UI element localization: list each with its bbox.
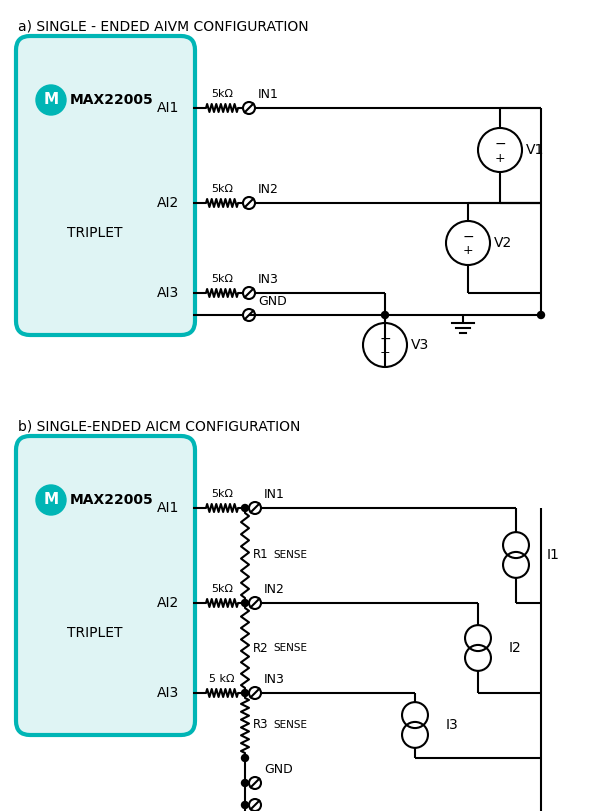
Text: V3: V3 bbox=[411, 338, 429, 352]
Circle shape bbox=[36, 485, 66, 515]
Circle shape bbox=[241, 754, 248, 762]
Text: IN1: IN1 bbox=[258, 88, 279, 101]
Circle shape bbox=[241, 779, 248, 787]
Text: GND: GND bbox=[258, 295, 287, 308]
Text: SENSE: SENSE bbox=[273, 720, 307, 730]
Circle shape bbox=[241, 599, 248, 607]
Text: R2: R2 bbox=[253, 642, 269, 654]
Text: IN3: IN3 bbox=[264, 673, 285, 686]
Text: a) SINGLE - ENDED AIVM CONFIGURATION: a) SINGLE - ENDED AIVM CONFIGURATION bbox=[18, 20, 308, 34]
Text: IN3: IN3 bbox=[258, 273, 279, 286]
Text: 5kΩ: 5kΩ bbox=[211, 274, 233, 284]
Text: TRIPLET: TRIPLET bbox=[67, 626, 123, 640]
FancyBboxPatch shape bbox=[16, 436, 195, 735]
Circle shape bbox=[382, 311, 389, 319]
Text: IN2: IN2 bbox=[264, 583, 285, 596]
Text: MAX22005: MAX22005 bbox=[70, 493, 154, 507]
Text: TRIPLET: TRIPLET bbox=[67, 226, 123, 240]
Text: AI3: AI3 bbox=[157, 686, 179, 700]
Text: V1: V1 bbox=[526, 143, 544, 157]
Text: R1: R1 bbox=[253, 548, 269, 561]
Text: b) SINGLE-ENDED AICM CONFIGURATION: b) SINGLE-ENDED AICM CONFIGURATION bbox=[18, 420, 301, 434]
Text: I3: I3 bbox=[445, 718, 458, 732]
Text: 5kΩ: 5kΩ bbox=[211, 584, 233, 594]
Circle shape bbox=[241, 801, 248, 809]
Text: −: − bbox=[462, 230, 474, 244]
Text: AI3: AI3 bbox=[157, 286, 179, 300]
Circle shape bbox=[36, 85, 66, 115]
Text: 5kΩ: 5kΩ bbox=[211, 489, 233, 499]
Circle shape bbox=[241, 504, 248, 512]
Text: 5kΩ: 5kΩ bbox=[211, 184, 233, 194]
Text: IN1: IN1 bbox=[264, 488, 285, 501]
Text: R3: R3 bbox=[253, 719, 269, 732]
Text: +: + bbox=[463, 244, 473, 258]
Text: SENSE: SENSE bbox=[273, 643, 307, 653]
Text: +: + bbox=[494, 152, 505, 165]
Text: V2: V2 bbox=[494, 236, 512, 250]
Text: MAX22005: MAX22005 bbox=[70, 93, 154, 107]
Text: +: + bbox=[380, 346, 391, 359]
Text: −: − bbox=[494, 137, 506, 151]
Circle shape bbox=[538, 311, 545, 319]
Text: −: − bbox=[379, 332, 391, 346]
Text: GND: GND bbox=[264, 763, 293, 776]
Text: 5 kΩ: 5 kΩ bbox=[209, 674, 235, 684]
Text: M: M bbox=[43, 492, 59, 508]
Circle shape bbox=[241, 689, 248, 697]
FancyBboxPatch shape bbox=[16, 36, 195, 335]
Text: 5kΩ: 5kΩ bbox=[211, 89, 233, 99]
Text: AI1: AI1 bbox=[157, 501, 179, 515]
Text: IN2: IN2 bbox=[258, 183, 279, 196]
Text: I1: I1 bbox=[546, 548, 559, 562]
Text: AI2: AI2 bbox=[157, 196, 179, 210]
Text: AI2: AI2 bbox=[157, 596, 179, 610]
Text: M: M bbox=[43, 92, 59, 108]
Text: I2: I2 bbox=[508, 641, 521, 655]
Text: AI1: AI1 bbox=[157, 101, 179, 115]
Text: SENSE: SENSE bbox=[273, 550, 307, 560]
